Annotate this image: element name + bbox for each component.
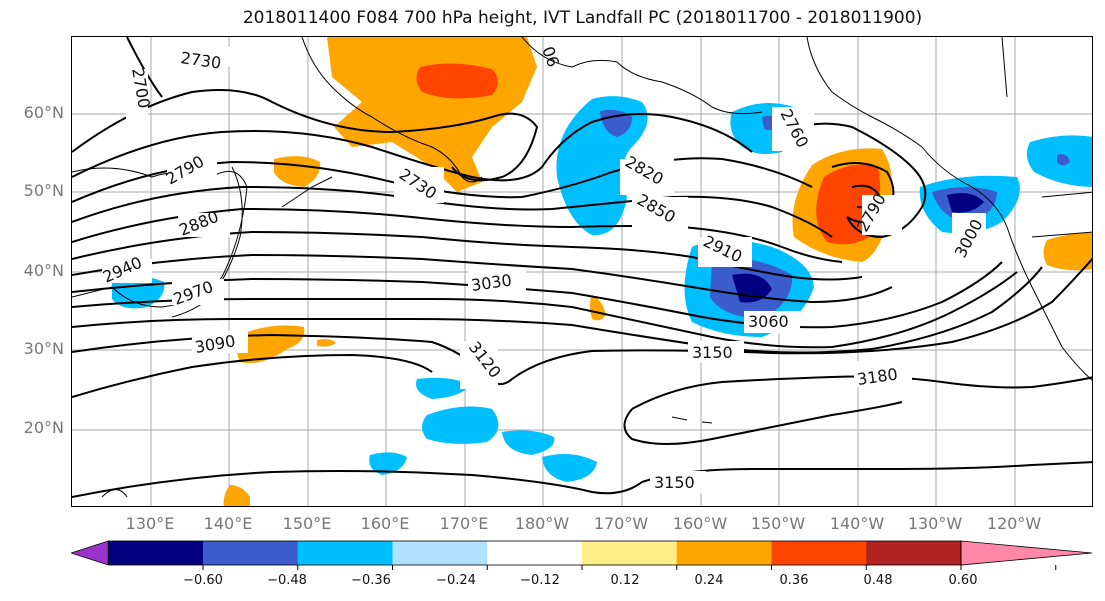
colorbar-segment	[487, 541, 583, 565]
lat-label-20: 20°N	[23, 418, 64, 437]
colorbar-segments	[71, 540, 1093, 566]
colorbar-tick-label-8: 0.48	[863, 573, 893, 588]
colorbar-max-extension	[960, 540, 1093, 566]
coastlines	[72, 37, 1092, 498]
lon-label-170e: 170°E	[439, 514, 489, 533]
colorbar-frame	[107, 540, 962, 566]
lon-label-130e: 130°E	[125, 514, 175, 533]
colorbar	[71, 540, 1093, 570]
graticule	[72, 37, 1092, 506]
contour-labels: 2730 2700 2790 2880 2940 2970 3090 2730 …	[100, 44, 987, 493]
colorbar-segment	[203, 541, 299, 565]
colorbar-min-extension	[71, 540, 109, 566]
contour-label-3150-south: 3150	[654, 473, 695, 492]
ivt-negative-shading	[112, 96, 1092, 482]
lon-label-150w: 150°W	[750, 514, 806, 533]
lon-label-160e: 160°E	[360, 514, 410, 533]
lat-label-40: 40°N	[23, 261, 64, 280]
colorbar-tick-label-5: 0.12	[610, 573, 640, 588]
lon-label-120w: 120°W	[986, 514, 1042, 533]
colorbar-segment	[771, 541, 867, 565]
lon-label-140w: 140°W	[829, 514, 885, 533]
lon-label-150e: 150°E	[282, 514, 332, 533]
colorbar-tick-label-0: −0.60	[183, 573, 223, 588]
colorbar-tick-label-9: 0.60	[948, 573, 978, 588]
colorbar-tick-marks	[202, 565, 1057, 570]
lat-label-60: 60°N	[23, 103, 64, 122]
lat-label-50: 50°N	[23, 181, 64, 200]
colorbar-tick-label-2: −0.36	[351, 573, 391, 588]
lon-label-160w: 160°W	[672, 514, 728, 533]
colorbar-segment	[297, 541, 393, 565]
colorbar-tick-label-3: −0.24	[436, 573, 476, 588]
colorbar-segment	[392, 541, 488, 565]
contour-label-3150-mid: 3150	[692, 343, 733, 362]
map-panel: 2730 2700 2790 2880 2940 2970 3090 2730 …	[71, 36, 1093, 507]
colorbar-tick-label-6: 0.24	[694, 573, 724, 588]
contour-label-3060: 3060	[748, 312, 789, 331]
colorbar-segment	[866, 541, 962, 565]
lon-label-130w: 130°W	[907, 514, 963, 533]
colorbar-segment	[108, 541, 204, 565]
colorbar-tick-label-1: −0.48	[267, 573, 307, 588]
colorbar-tick-label-4: −0.12	[520, 573, 560, 588]
lon-label-140e: 140°E	[203, 514, 253, 533]
map-canvas: 2730 2700 2790 2880 2940 2970 3090 2730 …	[72, 37, 1092, 506]
colorbar-segment	[676, 541, 772, 565]
lat-label-30: 30°N	[23, 339, 64, 358]
colorbar-tick-label-7: 0.36	[779, 573, 809, 588]
contour-label-06: 06	[538, 44, 563, 70]
lon-label-180w: 180°W	[514, 514, 570, 533]
lon-label-170w: 170°W	[593, 514, 649, 533]
colorbar-segment	[582, 541, 678, 565]
height-contours	[72, 37, 1092, 498]
map-title: 2018011400 F084 700 hPa height, IVT Land…	[242, 8, 923, 28]
